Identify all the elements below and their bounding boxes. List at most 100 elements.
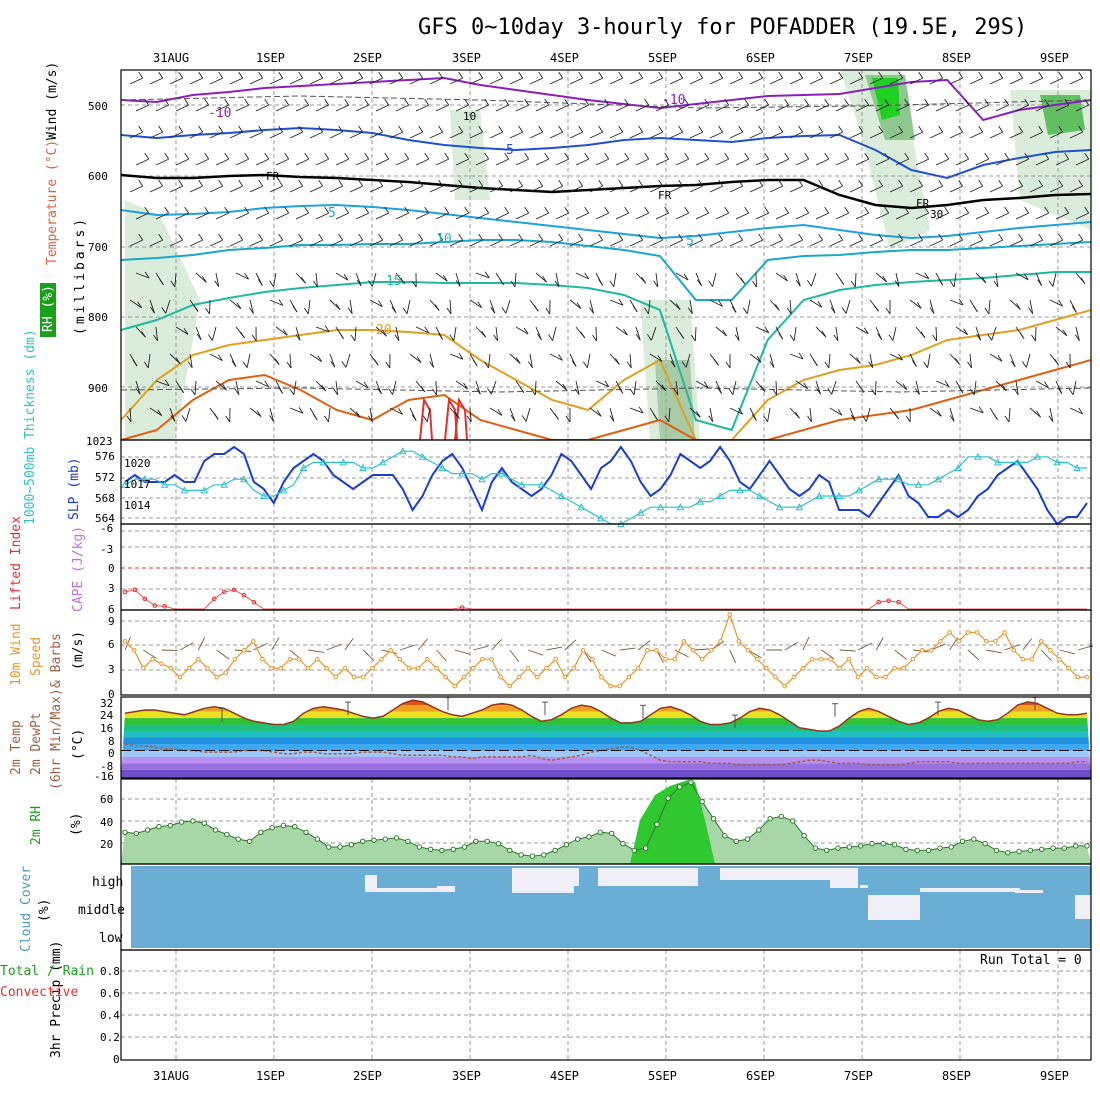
wind-barb <box>689 77 703 85</box>
wind-speed-point <box>1029 656 1035 662</box>
surface-wind-barb <box>253 642 268 651</box>
wind-barb-flag <box>998 233 1004 241</box>
wind-barb-flag <box>499 278 504 285</box>
wind-barb-flag <box>1044 381 1049 388</box>
upper-millibar-label: (millibars) <box>73 216 88 335</box>
wind-barb <box>749 353 762 363</box>
wind-barb-flag <box>696 411 701 418</box>
cloud-gap <box>830 868 858 888</box>
thickness-point <box>180 486 189 494</box>
wind-barb-flag <box>338 233 344 241</box>
temperature-contour <box>121 271 1091 432</box>
wind-barb <box>929 77 943 85</box>
surface-wind-barb <box>619 647 636 651</box>
wind-speed-point <box>223 670 229 675</box>
wind-barb-flag <box>1084 152 1090 160</box>
wind-speed-point <box>819 656 824 662</box>
wind-barb <box>329 77 343 85</box>
wind-barb-flag <box>158 179 164 187</box>
rh-point <box>880 840 886 847</box>
rh-point <box>699 799 705 805</box>
wind-barb-flag <box>238 179 244 187</box>
wind-barb-flag <box>538 71 544 79</box>
wind-barb <box>586 353 591 368</box>
wind-barb <box>735 326 740 341</box>
wind-barb <box>695 212 709 220</box>
wind-speed-point <box>855 674 861 680</box>
wind-barb-flag <box>521 415 527 422</box>
wind-barb <box>609 407 615 422</box>
rh-point <box>801 833 807 839</box>
wind-barb-flag <box>624 206 630 214</box>
wind-barb-flag <box>964 98 970 106</box>
wind-barb <box>129 239 143 247</box>
wind-barb <box>555 380 567 391</box>
wind-barb <box>469 239 483 247</box>
wind-barb <box>269 299 284 306</box>
rh-shade <box>872 78 900 120</box>
cloud-label: Cloud Cover <box>19 866 34 952</box>
li-tick: 0 <box>108 562 115 575</box>
wind-barb <box>269 185 283 193</box>
wind-barb-flag <box>158 233 164 241</box>
wind-barb-flag <box>778 233 784 241</box>
temp-tick: 16 <box>100 722 113 735</box>
wind-barb <box>1069 407 1083 415</box>
wind-barb <box>449 77 463 85</box>
wind-barb-flag <box>898 71 904 79</box>
wind-speed-point <box>397 656 403 662</box>
wind-barb-flag <box>978 125 984 133</box>
wind-barb <box>969 131 983 139</box>
wind-barb-flag <box>574 388 580 395</box>
wind-barb-flag <box>398 125 404 133</box>
wind-barb-flag <box>984 152 990 160</box>
wind-barb-flag <box>341 361 347 368</box>
wind-barb <box>735 104 749 112</box>
rh-point <box>405 838 411 844</box>
rh-shade <box>655 360 695 440</box>
wind-barb-flag <box>438 179 444 187</box>
wind-barb <box>495 104 509 112</box>
wind-barb-flag <box>944 380 950 387</box>
surface-wind-barb <box>143 649 157 659</box>
wind-barb <box>695 158 709 166</box>
rh-point <box>857 843 864 849</box>
wind-barb-flag <box>418 125 424 133</box>
wind-barb <box>469 77 483 85</box>
wind-speed-point <box>947 630 952 635</box>
wind-barb-flag <box>418 179 424 187</box>
wind-barb <box>515 158 529 166</box>
wind-barb-flag <box>598 125 604 133</box>
wind-barb-flag <box>1048 415 1054 422</box>
wind-barb <box>655 272 659 287</box>
thickness-point <box>636 508 645 516</box>
wind-barb-flag <box>772 388 778 396</box>
rh-point <box>416 844 422 850</box>
wind-barb-flag <box>159 278 164 286</box>
wind-barb-flag <box>318 233 324 241</box>
bottom-date-label: 4SEP <box>550 1069 579 1083</box>
wind-barb <box>995 272 999 287</box>
temp-tick: 32 <box>100 697 113 710</box>
wind-barb <box>949 239 963 247</box>
wind-barb-flag <box>998 71 1004 79</box>
wind-barb-flag <box>818 71 824 79</box>
precip-grid <box>121 950 1091 1060</box>
wind-barb <box>555 212 569 220</box>
wind-barb-flag <box>455 412 460 419</box>
thickness-point <box>240 475 248 483</box>
wind-barb-flag <box>286 361 292 369</box>
wind-barb-flag <box>963 328 968 336</box>
cloud-gap <box>920 888 1020 892</box>
wind-barb <box>149 407 162 416</box>
surface-wind-barb <box>637 640 651 651</box>
wind-barb-flag <box>984 307 990 315</box>
wind-barb-flag <box>718 233 724 241</box>
wind-barb <box>875 104 889 112</box>
wind-barb <box>389 131 403 139</box>
wind-barb-flag <box>894 280 900 287</box>
wind-barb-flag <box>653 280 659 288</box>
wind-barb-flag <box>222 383 227 391</box>
wind-barb-flag <box>368 280 373 287</box>
wind-barb <box>335 104 349 112</box>
